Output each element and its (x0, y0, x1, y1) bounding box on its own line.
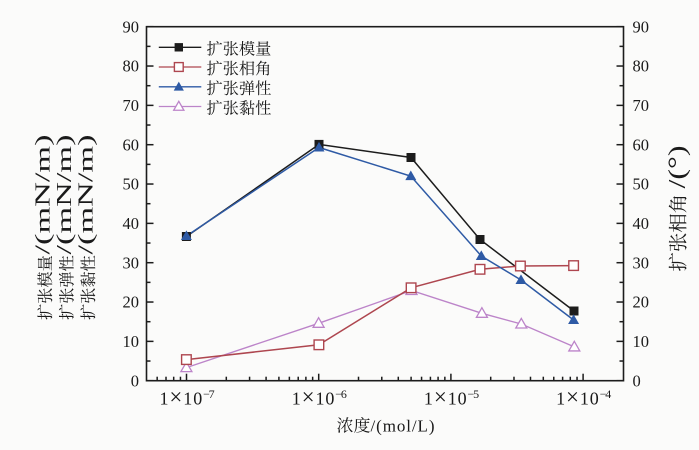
svg-text:20: 20 (633, 293, 650, 312)
svg-text:90: 90 (633, 17, 650, 36)
svg-text:20: 20 (123, 293, 140, 312)
svg-text:1×10−6: 1×10−6 (292, 385, 347, 410)
svg-text:40: 40 (123, 214, 140, 233)
svg-text:1×10−4: 1×10−4 (556, 385, 611, 410)
svg-text:90: 90 (123, 17, 140, 36)
svg-text:60: 60 (633, 135, 650, 154)
svg-text:10: 10 (633, 332, 650, 351)
svg-text:30: 30 (633, 253, 650, 272)
svg-text:/(mN/m): /(mN/m) (74, 135, 98, 255)
svg-text:50: 50 (633, 175, 650, 194)
svg-text:60: 60 (123, 135, 140, 154)
svg-text:80: 80 (633, 57, 650, 76)
svg-text:/(mol/L): /(mol/L) (371, 417, 435, 436)
svg-text:70: 70 (123, 96, 140, 115)
svg-text:70: 70 (633, 96, 650, 115)
svg-text:40: 40 (633, 214, 650, 233)
svg-text:/(mN/m): /(mN/m) (31, 135, 55, 255)
svg-text:0: 0 (131, 371, 139, 390)
svg-text:/(mN/m): /(mN/m) (52, 135, 76, 255)
svg-text:/(°): /(°) (665, 146, 691, 189)
svg-text:50: 50 (123, 175, 140, 194)
svg-text:80: 80 (123, 57, 140, 76)
svg-text:1×10−7: 1×10−7 (160, 385, 215, 410)
svg-text:30: 30 (123, 253, 140, 272)
svg-text:0: 0 (633, 371, 641, 390)
svg-text:10: 10 (123, 332, 140, 351)
